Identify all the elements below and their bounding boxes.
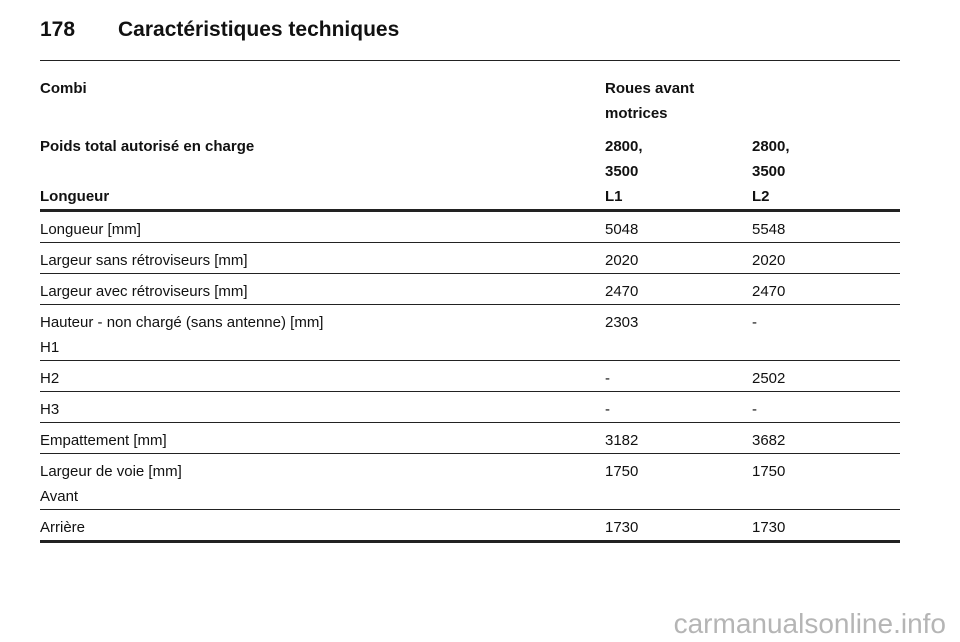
- table-cell: 1730: [752, 515, 900, 540]
- cell-text: L1: [605, 188, 623, 205]
- cell-text: Largeur de voie [mm]: [40, 463, 182, 480]
- table-cell: 2020: [605, 248, 752, 273]
- table-row: Arrière 1730 1730: [40, 510, 900, 543]
- cell-text: Longueur: [40, 188, 110, 205]
- table-cell: -: [605, 397, 752, 422]
- cell-text: Combi: [40, 80, 87, 97]
- table-cell: Empattement [mm]: [40, 428, 605, 453]
- cell-text: 2800,: [605, 138, 643, 155]
- cell-text: H1: [40, 339, 60, 356]
- table-cell: Longueur: [40, 184, 605, 209]
- table-row: H2 - 2502: [40, 361, 900, 392]
- cell-text: 3182: [605, 432, 639, 449]
- cell-text: 2020: [605, 252, 639, 269]
- cell-text: 1750: [605, 463, 639, 480]
- table-cell: 1750: [752, 459, 900, 509]
- table-row: Largeur avec rétroviseurs [mm] 2470 2470: [40, 274, 900, 305]
- table-row: Longueur [mm] 5048 5548: [40, 212, 900, 243]
- table-cell: Longueur [mm]: [40, 217, 605, 242]
- page-number: 178: [40, 18, 76, 41]
- table-row: Largeur de voie [mm] Avant 1750 1750: [40, 454, 900, 510]
- table-cell: Largeur avec rétroviseurs [mm]: [40, 279, 605, 304]
- table-cell: 1730: [605, 515, 752, 540]
- table-cell: 2303: [605, 310, 752, 360]
- table-cell: Hauteur - non chargé (sans antenne) [mm]…: [40, 310, 605, 360]
- cell-text: 5048: [605, 221, 639, 238]
- cell-text: Largeur avec rétroviseurs [mm]: [40, 283, 248, 300]
- cell-text: 2800,: [752, 138, 790, 155]
- table-row: Empattement [mm] 3182 3682: [40, 423, 900, 454]
- table-cell: 5048: [605, 217, 752, 242]
- spec-table: Combi Roues avant motrices Poids total aut…: [40, 76, 900, 543]
- cell-text: -: [605, 401, 610, 418]
- cell-text: 2470: [605, 283, 639, 300]
- header-row: Poids total autorisé en charge 2800, 3500 2…: [40, 134, 900, 184]
- cell-text: H3: [40, 401, 60, 418]
- cell-text: 2470: [752, 283, 786, 300]
- page-title: Caractéristiques techniques: [118, 18, 400, 41]
- table-cell: 2800, 3500: [605, 134, 752, 184]
- cell-text: Longueur [mm]: [40, 221, 141, 238]
- header-rule: [40, 60, 900, 61]
- table-cell: 2800, 3500: [752, 134, 900, 184]
- cell-text: -: [752, 401, 757, 418]
- cell-text: 1730: [605, 519, 639, 536]
- table-cell: 1750: [605, 459, 752, 509]
- table-cell: 5548: [752, 217, 900, 242]
- cell-text: Poids total autorisé en charge: [40, 138, 255, 155]
- cell-text: -: [752, 314, 757, 331]
- cell-text: 1750: [752, 463, 786, 480]
- cell-text: 1730: [752, 519, 786, 536]
- cell-text: L2: [752, 188, 770, 205]
- table-cell: H2: [40, 366, 605, 391]
- table-cell: Largeur de voie [mm] Avant: [40, 459, 605, 509]
- table-cell: Arrière: [40, 515, 605, 540]
- cell-text: Empattement [mm]: [40, 432, 167, 449]
- table-cell: 3682: [752, 428, 900, 453]
- header-row: Combi Roues avant motrices: [40, 76, 900, 126]
- cell-text: 2303: [605, 314, 639, 331]
- cell-text: 3682: [752, 432, 786, 449]
- table-cell: Poids total autorisé en charge: [40, 134, 605, 184]
- cell-text: Avant: [40, 488, 79, 505]
- cell-text: 3500: [752, 163, 786, 180]
- watermark: carmanualsonline.info: [673, 608, 946, 639]
- table-row: H3 - -: [40, 392, 900, 423]
- cell-text: 2020: [752, 252, 786, 269]
- cell-text: 5548: [752, 221, 786, 238]
- cell-text: Hauteur - non chargé (sans antenne) [mm]: [40, 314, 324, 331]
- table-row: Largeur sans rétroviseurs [mm] 2020 2020: [40, 243, 900, 274]
- table-cell: Largeur sans rétroviseurs [mm]: [40, 248, 605, 273]
- table-cell: Combi: [40, 76, 605, 126]
- table-cell: 2470: [605, 279, 752, 304]
- table-cell: 2020: [752, 248, 900, 273]
- cell-text: H2: [40, 370, 60, 387]
- cell-text: -: [605, 370, 610, 387]
- cell-text: 2502: [752, 370, 786, 387]
- table-cell: L1: [605, 184, 752, 209]
- header-row: Longueur L1 L2: [40, 184, 900, 212]
- cell-text: 3500: [605, 163, 639, 180]
- table-cell: 3182: [605, 428, 752, 453]
- table-cell: -: [605, 366, 752, 391]
- table-cell: -: [752, 310, 900, 360]
- table-cell: -: [752, 397, 900, 422]
- table-cell: H3: [40, 397, 605, 422]
- cell-text: Arrière: [40, 519, 86, 536]
- table-cell: [752, 76, 900, 126]
- table-cell: Roues avant motrices: [605, 76, 752, 126]
- table-cell: L2: [752, 184, 900, 209]
- table-cell: 2470: [752, 279, 900, 304]
- table-row: Hauteur - non chargé (sans antenne) [mm]…: [40, 305, 900, 361]
- table-cell: 2502: [752, 366, 900, 391]
- cell-text: Largeur sans rétroviseurs [mm]: [40, 252, 248, 269]
- cell-text: Roues avant motrices: [605, 80, 695, 122]
